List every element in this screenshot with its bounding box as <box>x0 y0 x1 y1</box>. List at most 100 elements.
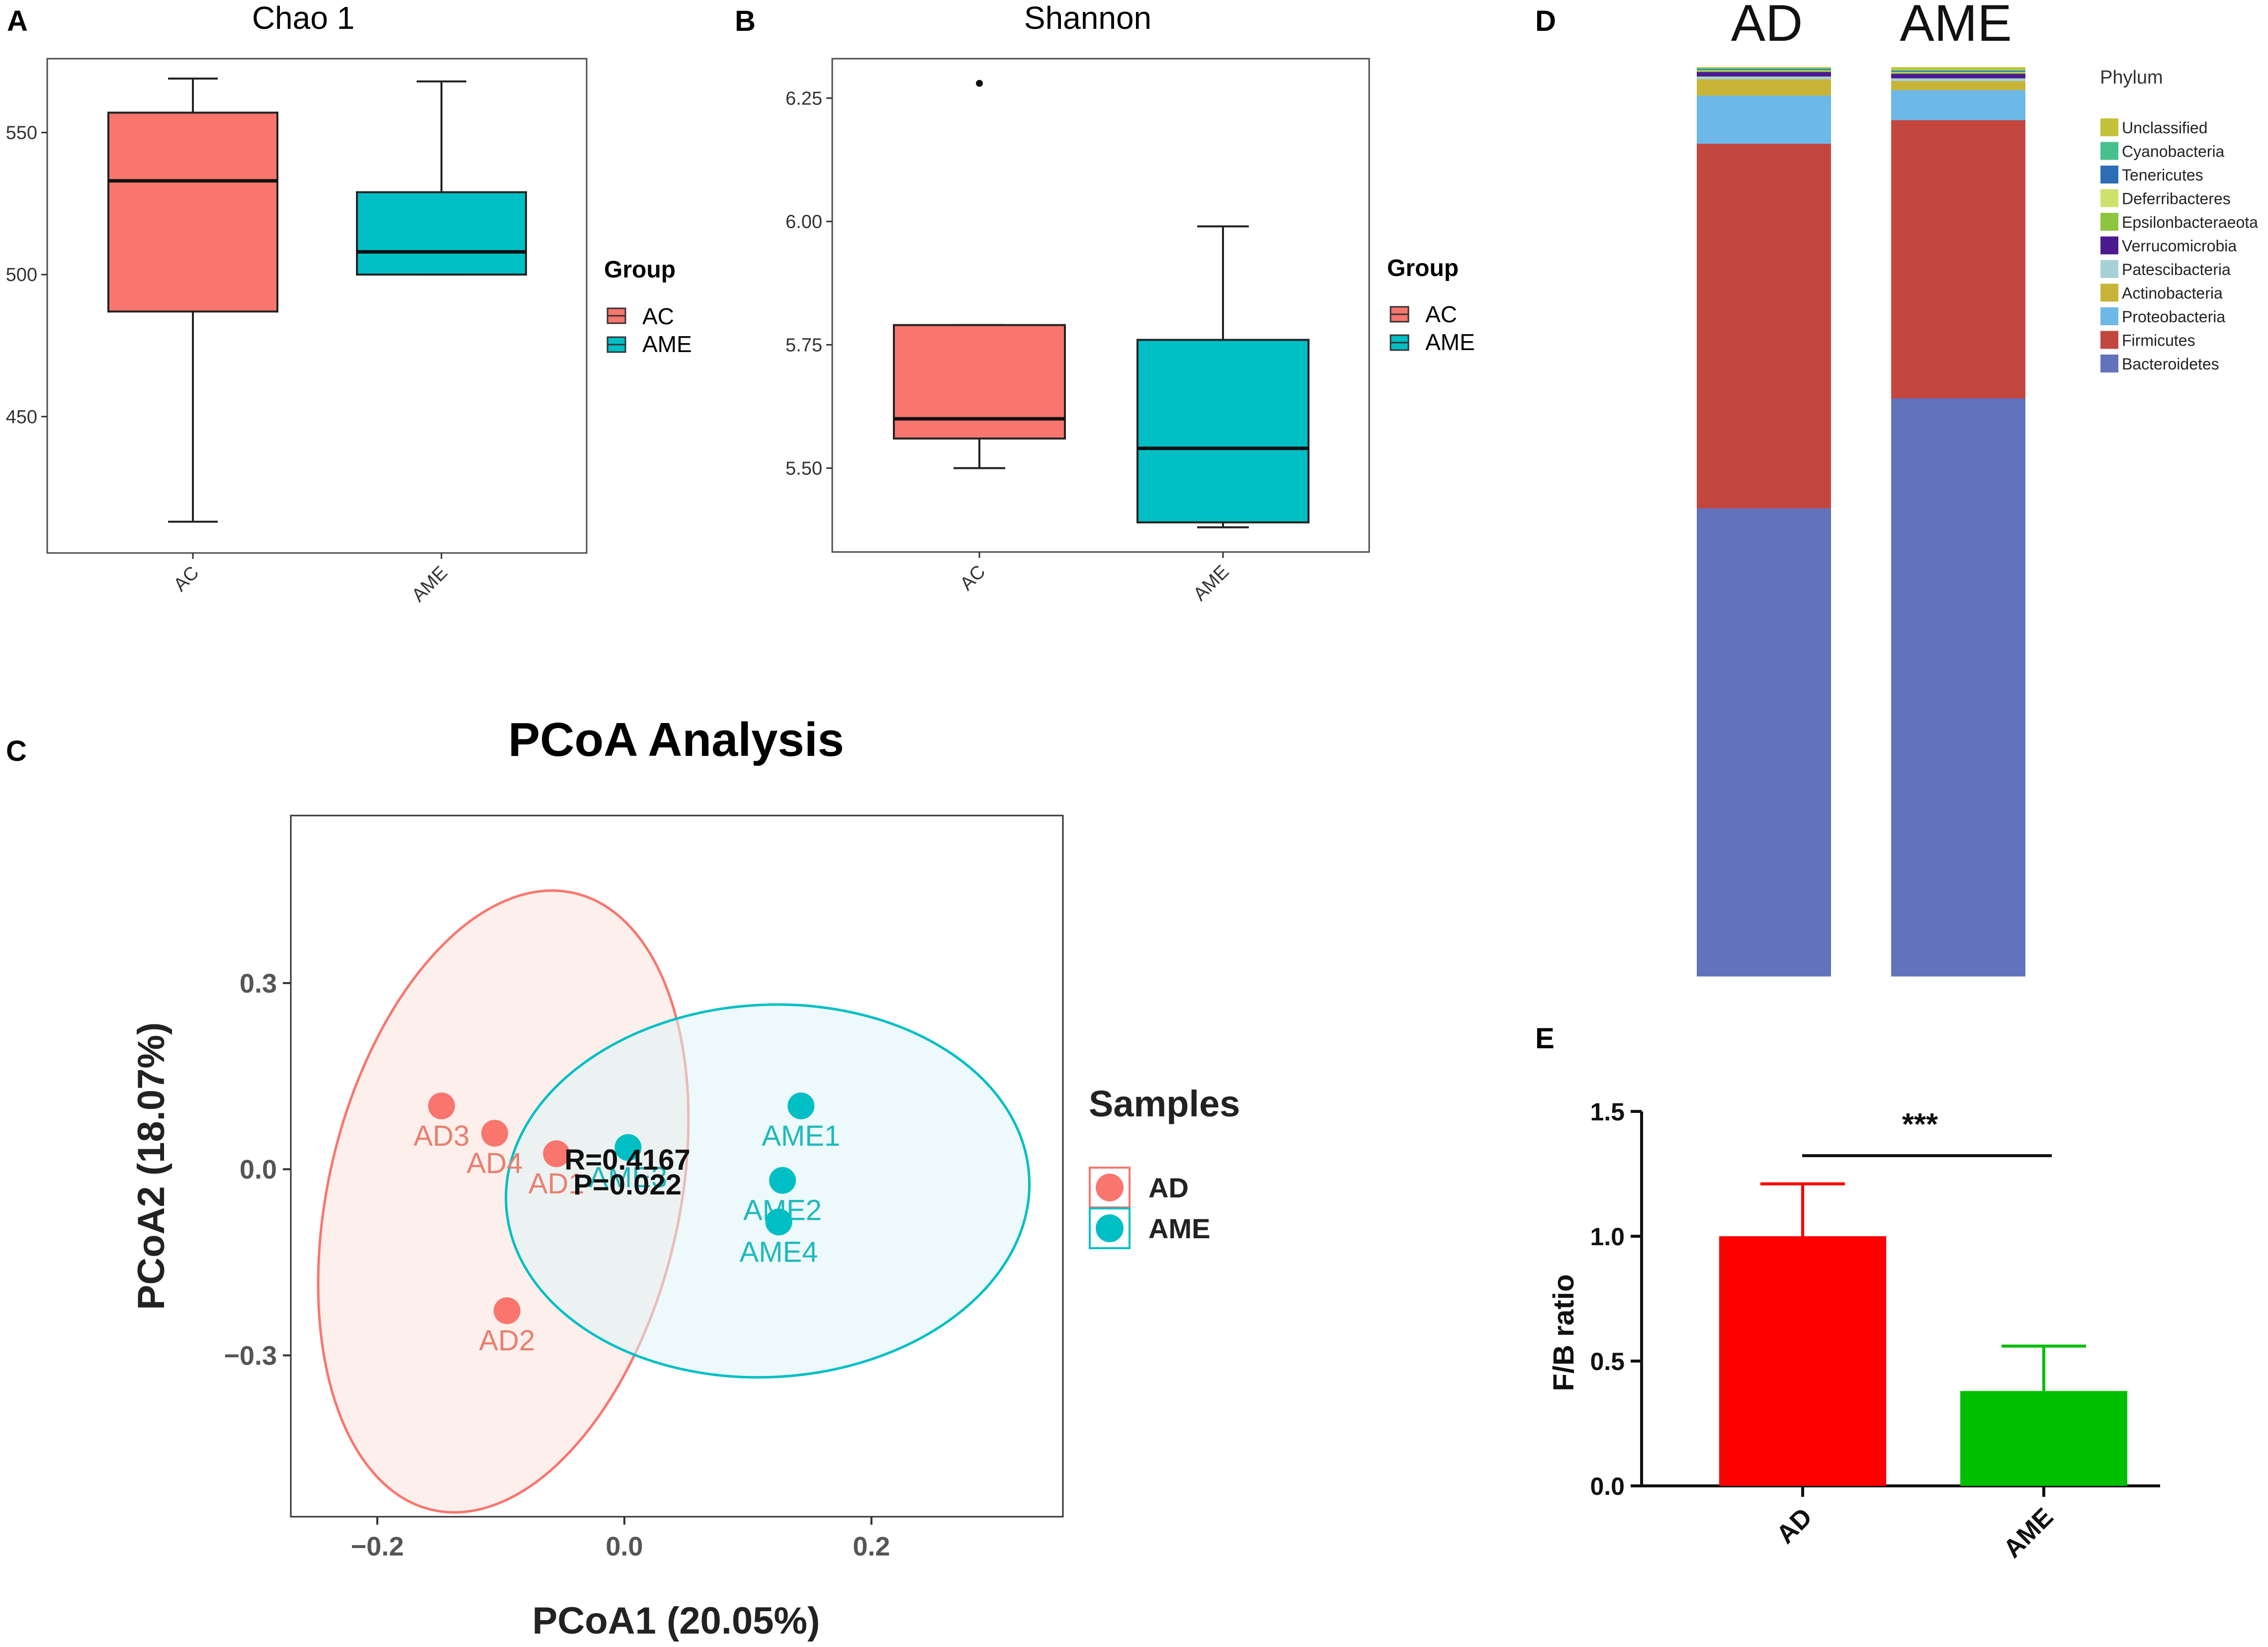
phylum-legend-label-deferribacteres: Deferribacteres <box>2122 190 2231 208</box>
fb-ytick-label: 0.0 <box>1590 1472 1625 1500</box>
pcoa-legend-label-ad: AD <box>1148 1172 1189 1203</box>
phylum-legend-label-proteobacteria: Proteobacteria <box>2122 308 2225 326</box>
panel-letter-a: A <box>7 5 28 37</box>
phylum-segment-ame-proteobacteria <box>1891 90 2025 120</box>
chao1-y-axis: 450 500 550 <box>6 123 47 428</box>
shannon-box <box>893 324 1066 440</box>
phylum-segment-ame-cyanobacteria <box>1891 70 2025 71</box>
phylum-segment-ame-actinobacteria <box>1891 81 2025 91</box>
pcoa-title: PCoA Analysis <box>508 713 844 766</box>
phylum-segment-ame-firmicutes <box>1891 120 2025 398</box>
pcoa-point-label: AD2 <box>479 1325 535 1357</box>
shannon-chart: Shannon 5.50 5.75 6.00 6.25 AC AME Group AC … <box>785 0 1475 605</box>
phylum-segment-ad-tenericutes <box>1697 69 1831 71</box>
phylum-legend-swatch-deferribacteres <box>2100 189 2118 207</box>
shannon-ytick-label: 6.25 <box>785 88 822 109</box>
phylum-segment-ad-proteobacteria <box>1697 95 1831 144</box>
pcoa-x-label: PCoA1 (20.05%) <box>532 1600 820 1642</box>
panel-letter-e: E <box>1535 1022 1555 1055</box>
shannon-outlier <box>976 80 983 87</box>
pcoa-ellipses <box>317 889 1031 1514</box>
chao1-legend-title: Group <box>604 257 676 283</box>
chao1-title: Chao 1 <box>252 0 354 36</box>
pcoa-chart: PCoA Analysis AD3AD4AD1AD2AME1AME3AME2AM… <box>130 713 1240 1642</box>
chao1-box <box>356 191 527 276</box>
phylum-segment-ad-actinobacteria <box>1697 79 1831 96</box>
fb-bar-ame <box>1960 1391 2127 1486</box>
phylum-category-label-ame: AME <box>1900 0 2011 52</box>
chao1-legend-label-ame: AME <box>642 331 692 357</box>
phylum-legend-swatch-cyanobacteria <box>2100 142 2118 160</box>
pcoa-y-label: PCoA2 (18.07%) <box>130 1022 173 1310</box>
fb-bar-ad <box>1719 1236 1886 1486</box>
pcoa-ytick-label: −0.3 <box>224 1341 277 1371</box>
fb-ytick-label: 1.0 <box>1590 1223 1625 1251</box>
pcoa-legend: Samples AD AME <box>1089 1083 1240 1249</box>
pcoa-point-label: AME3 <box>589 1162 667 1194</box>
pcoa-legend-dot-ad <box>1096 1174 1124 1201</box>
phylum-legend-label-patescibacteria: Patescibacteria <box>2122 261 2231 278</box>
shannon-box <box>1136 339 1309 524</box>
phylum-segment-ame-bacteroidetes <box>1891 398 2025 977</box>
phylum-legend-swatch-firmicutes <box>2100 331 2118 349</box>
phylum-segment-ad-deferribacteres <box>1697 70 1831 71</box>
shannon-legend-label-ac: AC <box>1425 301 1457 327</box>
chao1-boxes <box>107 77 527 523</box>
fb-bars <box>1719 1182 2127 1486</box>
pcoa-xtick-label: 0.0 <box>606 1532 643 1561</box>
pcoa-axes: −0.2 0.0 0.2 −0.3 0.0 0.3 <box>224 969 890 1561</box>
pcoa-point-ame3 <box>614 1134 642 1161</box>
chao1-chart: Chao 1 450 500 550 AC AME Group AC AME <box>6 0 692 606</box>
phylum-segment-ad-cyanobacteria <box>1697 68 1831 70</box>
panel-letter-d: D <box>1535 5 1556 37</box>
phylum-legend-title: Phylum <box>2100 67 2163 88</box>
phylum-segment-ad-firmicutes <box>1697 143 1831 509</box>
fb-ratio-chart: 0.00.51.01.5AD AME *** F/B ratio <box>1548 1098 2160 1563</box>
phylum-legend-swatch-verrucomicrobia <box>2100 236 2118 255</box>
pcoa-point-ame2 <box>769 1167 796 1194</box>
phylum-segment-ad-verrucomicrobia <box>1697 72 1831 77</box>
pcoa-point-label: AD4 <box>467 1147 523 1180</box>
chao1-ytick-label: 550 <box>6 123 37 144</box>
panel-letter-b: B <box>735 5 756 37</box>
phylum-legend-label-verrucomicrobia: Verrucomicrobia <box>2122 237 2237 255</box>
phylum-legend-swatch-proteobacteria <box>2100 307 2118 325</box>
phylum-segment-ad-unclassified <box>1697 67 1831 69</box>
pcoa-legend-dot-ame <box>1096 1214 1124 1242</box>
chao1-legend-label-ac: AC <box>642 303 674 329</box>
shannon-legend-title: Group <box>1387 255 1459 281</box>
chao1-ytick-label: 500 <box>6 265 37 285</box>
pcoa-p-annotation: P=0.022 <box>573 1169 682 1201</box>
panel-letter-c: C <box>6 735 27 767</box>
shannon-ytick-label: 5.75 <box>785 335 822 356</box>
shannon-boxes <box>893 80 1309 529</box>
phylum-legend-swatch-epsilonbacteraeota <box>2100 213 2118 231</box>
chao1-box <box>107 111 278 313</box>
pcoa-point-label: AD3 <box>414 1120 470 1152</box>
fb-y-label: F/B ratio <box>1548 1274 1580 1391</box>
shannon-ytick-label: 5.50 <box>785 458 822 479</box>
chao1-ytick-label: 450 <box>6 407 37 428</box>
pcoa-ytick-label: 0.3 <box>240 969 277 999</box>
pcoa-legend-title: Samples <box>1089 1083 1240 1124</box>
shannon-ytick-label: 6.00 <box>785 211 822 232</box>
phylum-legend-label-firmicutes: Firmicutes <box>2122 332 2195 350</box>
phylum-legend-swatch-bacteroidetes <box>2100 355 2118 372</box>
phylum-legend-label-unclassified: Unclassified <box>2122 119 2208 137</box>
pcoa-point-ad4 <box>481 1119 508 1147</box>
pcoa-point-ad3 <box>428 1092 455 1119</box>
pcoa-point-label: AD1 <box>528 1168 585 1200</box>
pcoa-point-ame4 <box>765 1208 792 1236</box>
pcoa-point-label: AME1 <box>762 1120 840 1152</box>
phylum-legend-label-cyanobacteria: Cyanobacteria <box>2122 143 2225 161</box>
phylum-legend-swatch-unclassified <box>2100 118 2118 136</box>
pcoa-r-annotation: R=0.4167 <box>564 1144 690 1176</box>
phylum-segment-ad-epsilonbacteraeota <box>1697 71 1831 72</box>
shannon-legend-label-ame: AME <box>1425 329 1475 355</box>
pcoa-point-ame1 <box>787 1092 815 1119</box>
chao1-legend: Group AC AME <box>604 257 692 357</box>
pcoa-point-ad2 <box>493 1297 521 1324</box>
shannon-plot-frame <box>831 58 1370 553</box>
pcoa-point-ad1 <box>543 1140 570 1168</box>
